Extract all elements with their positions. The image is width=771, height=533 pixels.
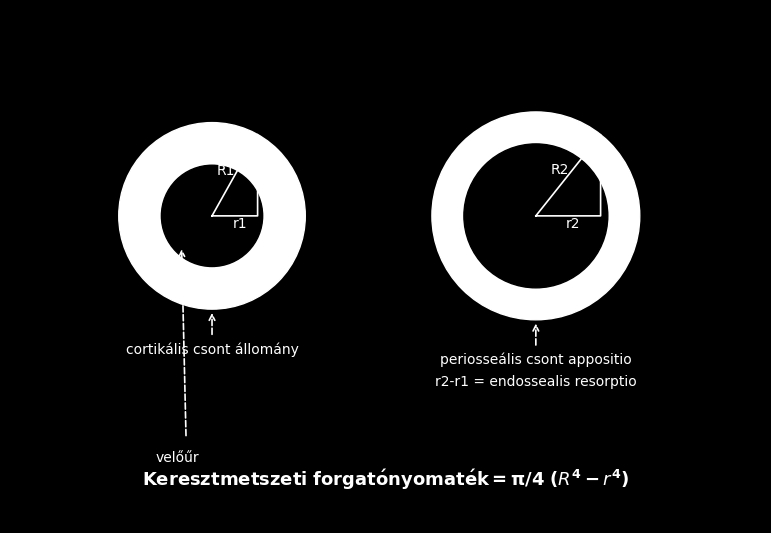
Text: R2: R2 (550, 163, 569, 177)
Text: r1: r1 (233, 217, 247, 231)
Text: r2-r1 = endossealis resorptio: r2-r1 = endossealis resorptio (435, 375, 637, 389)
Circle shape (464, 144, 608, 288)
Text: $\mathbf{Keresztmetszeti\ forgat\'{o}nyomat\'{e}k = \pi/4\ (\mathit{R}^4 - \math: $\mathbf{Keresztmetszeti\ forgat\'{o}nyo… (142, 467, 629, 492)
Text: R1: R1 (217, 164, 235, 178)
Text: periosseális csont appositio: periosseális csont appositio (440, 353, 631, 367)
Circle shape (432, 112, 640, 320)
Text: velőűr: velőűr (156, 451, 200, 465)
Circle shape (119, 123, 305, 309)
Text: cortikális csont állomány: cortikális csont állomány (126, 342, 298, 357)
Text: r2: r2 (566, 217, 581, 231)
Circle shape (161, 165, 263, 266)
